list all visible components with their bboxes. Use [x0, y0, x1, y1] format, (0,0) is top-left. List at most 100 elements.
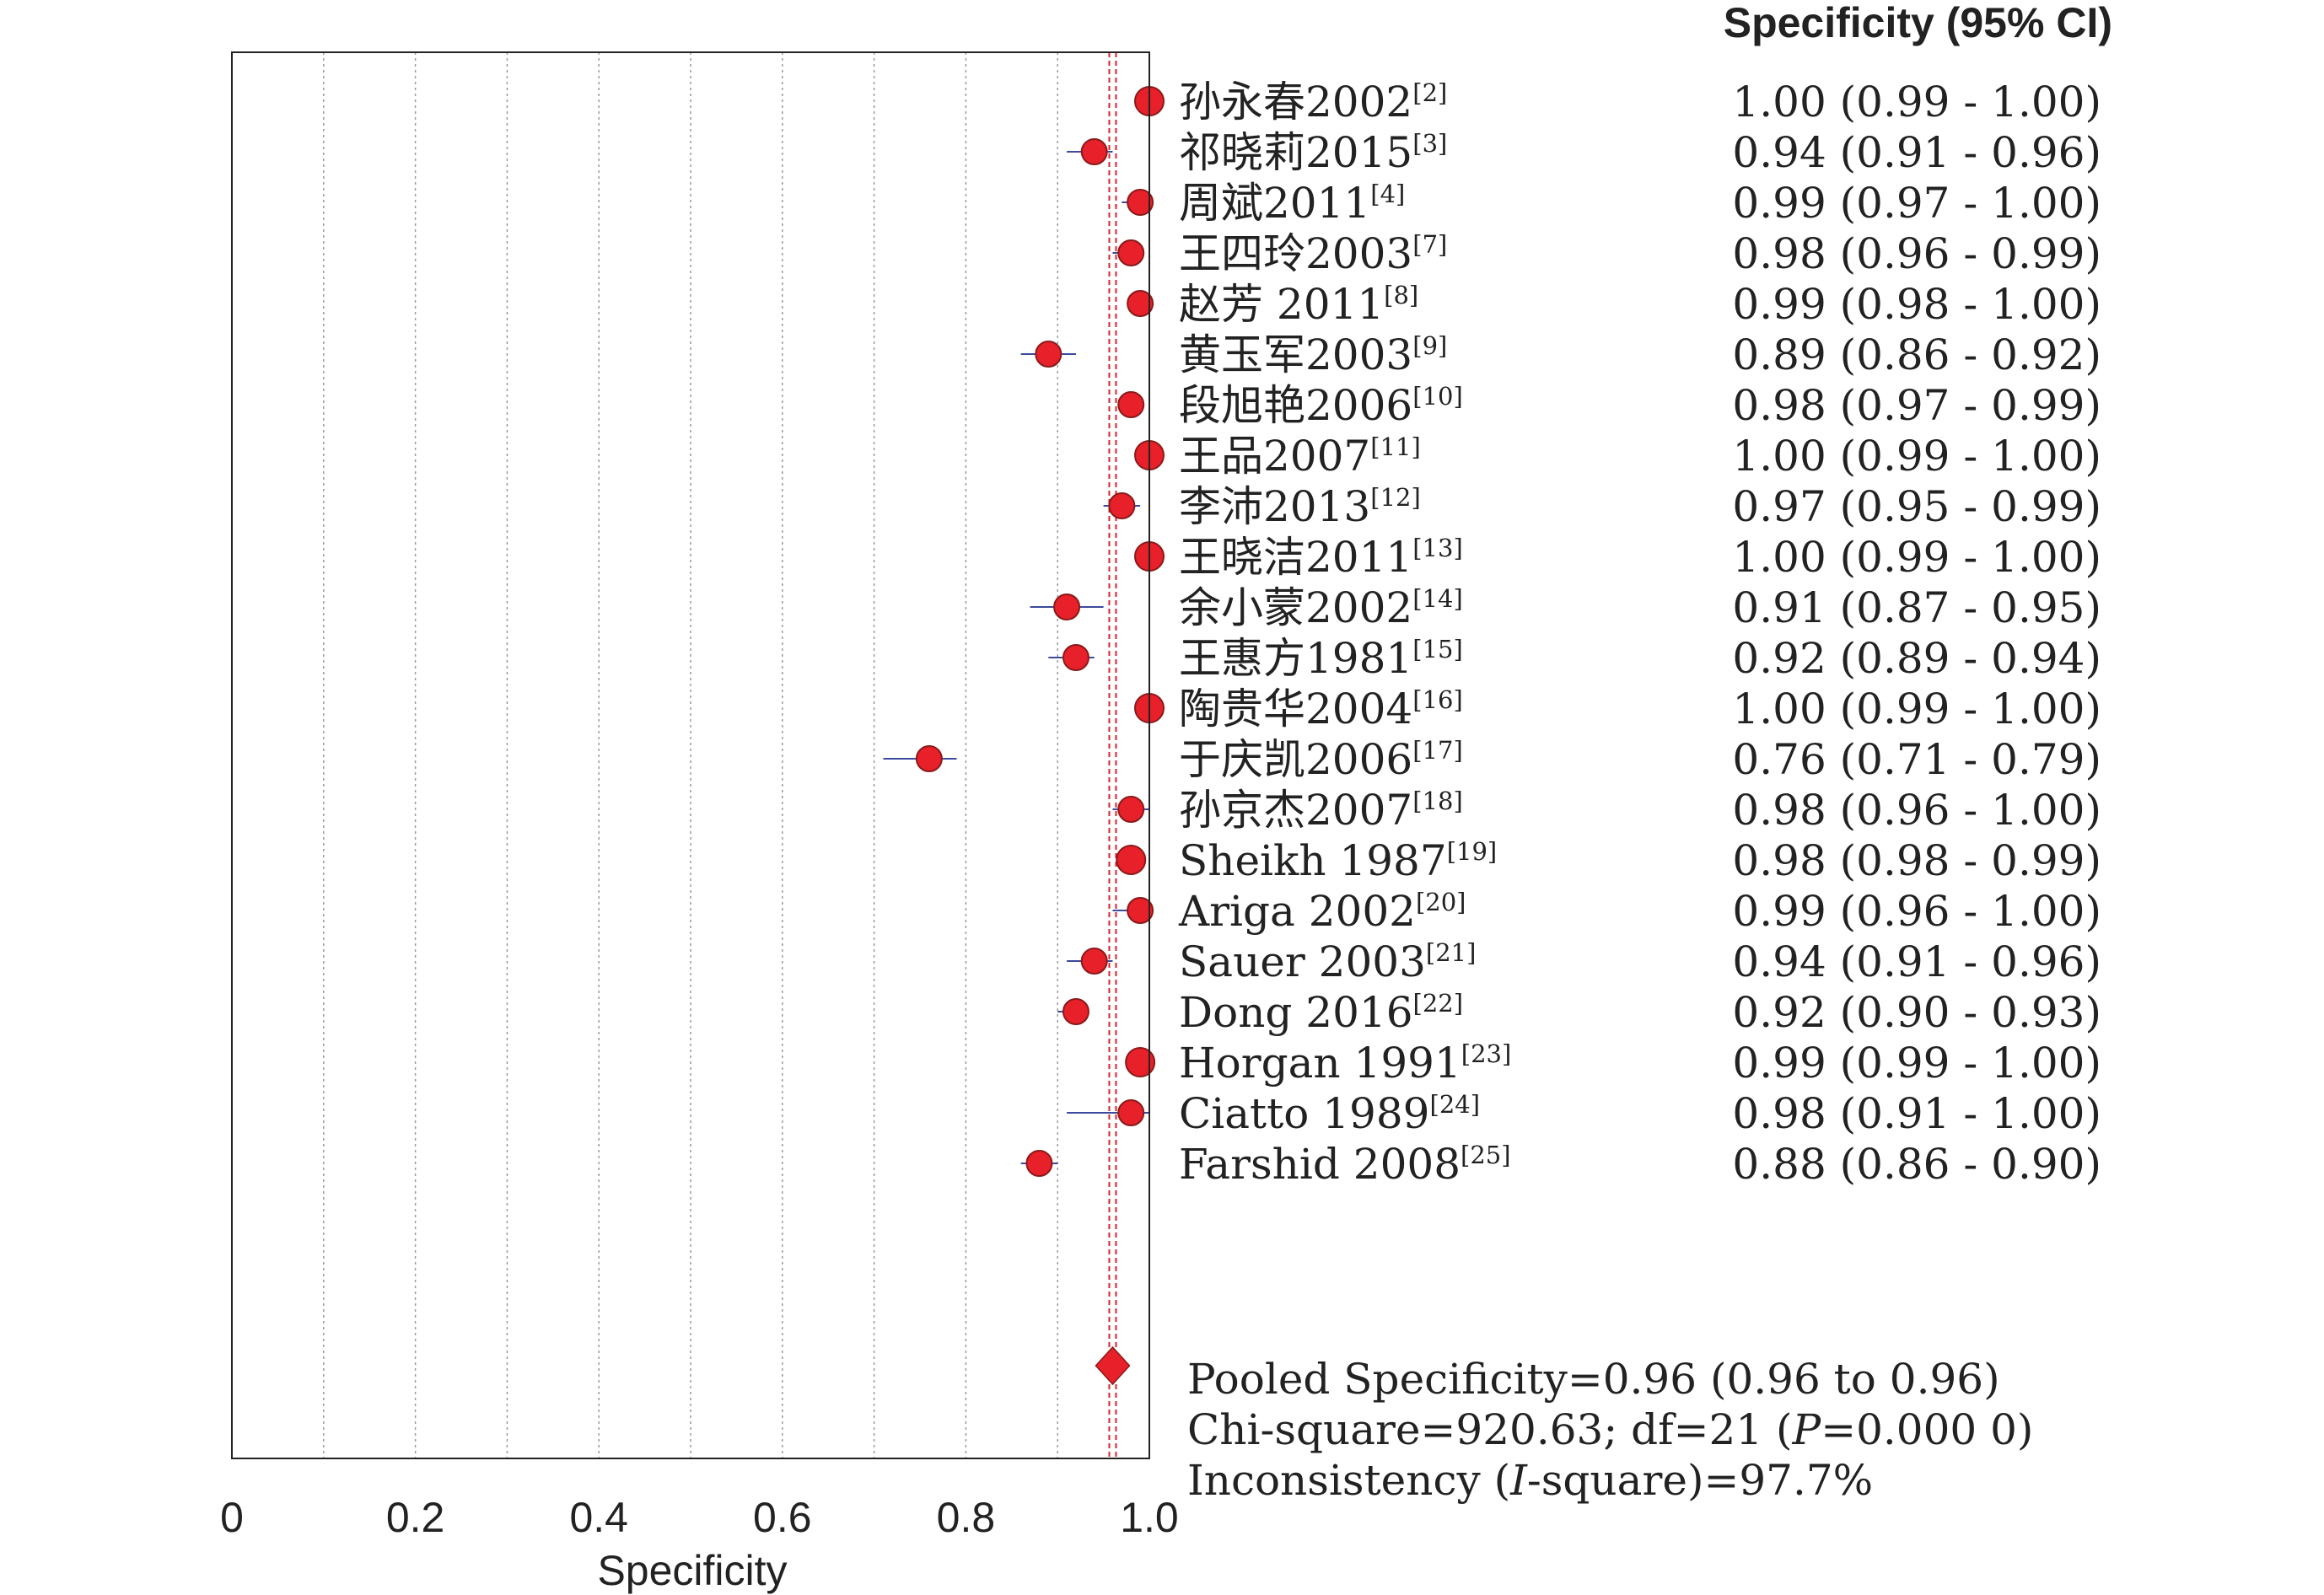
study-ref: [21]	[1426, 938, 1477, 967]
study-ci-text: 1.00 (0.99 - 1.00)	[1732, 533, 2101, 582]
study-ref: [14]	[1412, 584, 1463, 613]
study-name: Farshid 2008	[1179, 1140, 1461, 1189]
study-ref: [8]	[1384, 281, 1418, 309]
confidence-intervals	[883, 100, 1149, 1164]
study-label: 黄玉军2003[9]	[1179, 330, 1447, 379]
x-tick-label: 0.4	[569, 1494, 628, 1541]
study-ci-text: 0.98 (0.91 - 1.00)	[1732, 1089, 2101, 1138]
study-ref: [2]	[1412, 78, 1447, 107]
study-marker	[1108, 492, 1136, 519]
study-ref: [12]	[1370, 483, 1421, 512]
study-ci-text: 0.98 (0.98 - 0.99)	[1732, 836, 2101, 885]
study-name: Horgan 1991	[1179, 1039, 1461, 1088]
study-name: 陶贵华2004	[1179, 685, 1412, 733]
study-ci-text: 0.91 (0.87 - 0.95)	[1732, 583, 2101, 632]
study-label: Horgan 1991[23]	[1179, 1039, 1511, 1088]
study-marker	[1116, 845, 1147, 875]
study-marker	[1127, 290, 1154, 317]
study-label: 王品2007[11]	[1179, 432, 1421, 481]
plot-area-frame	[231, 51, 1150, 1459]
study-marker	[1117, 391, 1145, 418]
study-ref: [11]	[1370, 432, 1421, 461]
pooled-summary: Pooled Specificity=0.96 (0.96 to 0.96) C…	[1187, 1355, 2033, 1505]
x-tick-label: 1.0	[1120, 1494, 1179, 1541]
study-ref: [22]	[1413, 989, 1464, 1018]
study-marker	[1062, 644, 1089, 671]
study-name: 段旭艳2006	[1179, 381, 1412, 430]
study-marker	[915, 745, 943, 772]
study-marker	[1080, 948, 1108, 975]
study-name: Sauer 2003	[1179, 937, 1426, 986]
study-label: 李沛2013[12]	[1179, 482, 1421, 531]
x-tick-label: 0.8	[937, 1494, 996, 1541]
study-label: 段旭艳2006[10]	[1179, 381, 1463, 430]
study-name: Sheikh 1987	[1179, 836, 1447, 885]
x-tick-label: 0.2	[386, 1494, 445, 1541]
study-name: Ariga 2002	[1178, 887, 1416, 936]
study-label: Sauer 2003[21]	[1179, 937, 1476, 986]
study-ci-text: 0.92 (0.90 - 0.93)	[1732, 988, 2101, 1037]
study-name: 孙永春2002	[1179, 78, 1412, 126]
study-marker	[1062, 998, 1089, 1025]
study-name: 祁晓莉2015	[1179, 128, 1412, 177]
study-name: 黄玉军2003	[1179, 330, 1412, 379]
study-marker	[1127, 897, 1154, 924]
study-marker	[1025, 1150, 1053, 1177]
study-marker	[1127, 189, 1154, 216]
study-name: 王晓洁2011	[1179, 533, 1412, 582]
study-ci-text: 0.92 (0.89 - 0.94)	[1732, 634, 2101, 683]
study-name: 赵芳 2011	[1179, 280, 1384, 329]
x-tick-label: 0	[220, 1494, 244, 1541]
study-ci-text: 0.99 (0.97 - 1.00)	[1732, 179, 2101, 228]
study-label: Ciatto 1989[24]	[1179, 1089, 1480, 1138]
i-symbol: I	[1509, 1456, 1528, 1505]
study-ci-text: 0.89 (0.86 - 0.92)	[1732, 330, 2101, 379]
study-label: 周斌2011[4]	[1179, 179, 1405, 228]
study-label: Sheikh 1987[19]	[1179, 836, 1497, 885]
study-ci-text: 1.00 (0.99 - 1.00)	[1732, 432, 2101, 481]
study-label: 王晓洁2011[13]	[1179, 533, 1463, 582]
study-ci-text: 0.98 (0.96 - 1.00)	[1732, 786, 2101, 835]
study-ref: [9]	[1412, 331, 1447, 360]
study-marker	[1117, 239, 1145, 266]
study-ref: [24]	[1430, 1090, 1481, 1119]
study-ci-text: 0.94 (0.91 - 0.96)	[1732, 128, 2101, 177]
study-label: 孙永春2002[2]	[1179, 78, 1447, 126]
study-ci-text: 1.00 (0.99 - 1.00)	[1732, 78, 2101, 126]
study-marker	[1125, 1047, 1156, 1077]
study-label: 于庆凯2006[17]	[1179, 735, 1463, 784]
study-label: 赵芳 2011[8]	[1179, 280, 1418, 329]
pooled-summary-line3: Inconsistency (I-square)=97.7%	[1187, 1456, 1873, 1505]
study-name: Ciatto 1989	[1179, 1089, 1430, 1138]
study-name: 孙京杰2007	[1179, 786, 1412, 835]
study-ci-text: 0.99 (0.98 - 1.00)	[1732, 280, 2101, 329]
study-ref: [17]	[1412, 736, 1463, 765]
pooled-estimate-lines	[1095, 52, 1131, 1458]
study-name: 王惠方1981	[1179, 634, 1412, 683]
study-label: Farshid 2008[25]	[1179, 1140, 1511, 1189]
study-ci-text: 0.88 (0.86 - 0.90)	[1732, 1140, 2101, 1189]
study-ref: [4]	[1370, 180, 1405, 208]
study-label: Ariga 2002[20]	[1178, 887, 1466, 936]
study-name: 于庆凯2006	[1179, 735, 1412, 784]
study-name: Dong 2016	[1179, 988, 1413, 1037]
ci-texts: 1.00 (0.99 - 1.00)0.94 (0.91 - 0.96)0.99…	[1732, 78, 2101, 1189]
study-marker	[1053, 593, 1081, 620]
study-label: 王四玲2003[7]	[1179, 229, 1447, 278]
study-marker	[1035, 341, 1062, 368]
x-axis-ticks: 0 0.2 0.4 0.6 0.8 1.0	[220, 1494, 1179, 1541]
study-ref: [20]	[1416, 888, 1466, 916]
study-ci-text: 0.99 (0.99 - 1.00)	[1732, 1039, 2101, 1088]
study-marker	[1117, 1099, 1145, 1126]
pooled-summary-line1: Pooled Specificity=0.96 (0.96 to 0.96)	[1187, 1355, 2000, 1404]
study-name: 李沛2013	[1179, 482, 1370, 531]
study-ref: [19]	[1447, 837, 1498, 866]
study-label: 陶贵华2004[16]	[1179, 685, 1463, 733]
study-ref: [7]	[1412, 230, 1447, 259]
study-label: 祁晓莉2015[3]	[1179, 128, 1447, 177]
study-ref: [25]	[1461, 1141, 1511, 1169]
study-name: 王品2007	[1179, 432, 1370, 481]
p-value-text: =0.000 0)	[1821, 1405, 2033, 1454]
x-axis-label: Specificity	[597, 1547, 787, 1594]
